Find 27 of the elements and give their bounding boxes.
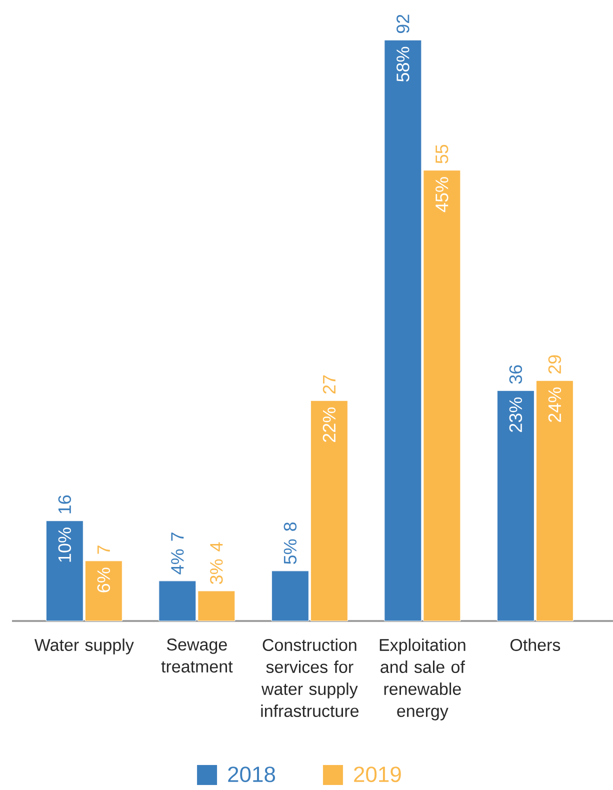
data-label: 23% bbox=[509, 397, 522, 432]
annotation: 55 bbox=[436, 144, 448, 164]
annotation: 36 bbox=[509, 365, 522, 384]
x-tick-label: Others bbox=[510, 638, 560, 652]
data-label: 58% bbox=[396, 46, 410, 82]
data-label: 5% bbox=[284, 539, 297, 564]
annotation: 29 bbox=[548, 355, 562, 374]
x-tick-label: Exploitation and sale of renewable energy bbox=[380, 638, 466, 720]
annotation: 7 bbox=[97, 546, 110, 554]
data-label: 6% bbox=[97, 568, 110, 592]
annotation: 92 bbox=[396, 14, 410, 34]
x-tick-label: Sewage treatment bbox=[161, 638, 233, 673]
annotation: 4 bbox=[210, 542, 223, 552]
annotation: 7 bbox=[171, 532, 184, 541]
data-label: 4% bbox=[171, 549, 184, 574]
annotation: 8 bbox=[284, 522, 297, 531]
data-label: 22% bbox=[322, 407, 336, 442]
x-tick-label: Water supply bbox=[34, 638, 134, 654]
annotation: 16 bbox=[58, 495, 72, 514]
data-label: 3% bbox=[210, 559, 223, 584]
legend-label: 2019 bbox=[354, 766, 401, 782]
annotation: 27 bbox=[322, 375, 336, 394]
data-label: 45% bbox=[436, 177, 448, 212]
data-label: 24% bbox=[548, 387, 562, 422]
data-label: 10% bbox=[58, 528, 72, 562]
legend-label: 2018 bbox=[228, 766, 276, 782]
x-tick-label: Construction services for water supply infrastructure bbox=[261, 638, 359, 718]
